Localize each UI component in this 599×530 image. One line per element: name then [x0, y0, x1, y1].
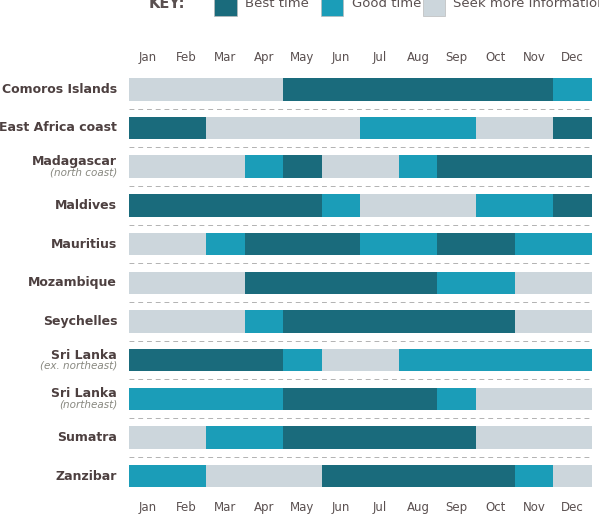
Text: Best time: Best time: [245, 0, 309, 11]
Bar: [244, 310, 283, 333]
Bar: [361, 117, 476, 139]
Text: Sri Lanka: Sri Lanka: [52, 349, 117, 361]
Text: Sumatra: Sumatra: [58, 431, 117, 444]
Bar: [437, 387, 476, 410]
Bar: [399, 349, 592, 372]
Bar: [399, 155, 437, 178]
Bar: [129, 233, 206, 255]
Bar: [283, 155, 322, 178]
Bar: [515, 465, 553, 488]
Bar: [361, 194, 476, 217]
Text: Mozambique: Mozambique: [28, 276, 117, 289]
Bar: [476, 426, 592, 449]
FancyBboxPatch shape: [214, 0, 237, 16]
Bar: [129, 117, 206, 139]
Bar: [206, 117, 361, 139]
Bar: [206, 233, 244, 255]
Bar: [283, 78, 553, 101]
Bar: [553, 78, 592, 101]
Bar: [515, 271, 592, 294]
Bar: [129, 310, 244, 333]
Text: Seek more information: Seek more information: [453, 0, 599, 11]
Text: Maldives: Maldives: [55, 199, 117, 212]
Bar: [129, 271, 244, 294]
Bar: [206, 426, 283, 449]
Bar: [206, 465, 322, 488]
Bar: [129, 155, 244, 178]
Bar: [476, 387, 592, 410]
Bar: [553, 194, 592, 217]
Bar: [129, 78, 283, 101]
Text: KEY:: KEY:: [148, 0, 184, 12]
Bar: [437, 155, 592, 178]
Text: Mauritius: Mauritius: [51, 237, 117, 251]
Text: (ex. northeast): (ex. northeast): [40, 360, 117, 370]
Bar: [129, 387, 283, 410]
Bar: [553, 117, 592, 139]
Bar: [283, 349, 322, 372]
Bar: [361, 233, 437, 255]
Bar: [129, 426, 206, 449]
Bar: [322, 194, 360, 217]
Text: Comoros Islands: Comoros Islands: [2, 83, 117, 96]
FancyBboxPatch shape: [321, 0, 343, 16]
Bar: [283, 426, 476, 449]
Bar: [515, 310, 592, 333]
Bar: [553, 465, 592, 488]
Bar: [322, 349, 399, 372]
Text: Madagascar: Madagascar: [32, 155, 117, 168]
Text: Sri Lanka: Sri Lanka: [52, 387, 117, 400]
Bar: [244, 233, 361, 255]
Bar: [515, 233, 592, 255]
Text: Zanzibar: Zanzibar: [56, 470, 117, 483]
Text: East Africa coast: East Africa coast: [0, 121, 117, 135]
Text: Seychelles: Seychelles: [43, 315, 117, 328]
Bar: [129, 194, 322, 217]
Bar: [322, 465, 515, 488]
Text: (northeast): (northeast): [59, 399, 117, 409]
Bar: [283, 310, 515, 333]
Bar: [244, 155, 283, 178]
Bar: [283, 387, 437, 410]
Bar: [129, 465, 206, 488]
Bar: [322, 155, 399, 178]
Bar: [129, 349, 283, 372]
Text: Good time: Good time: [352, 0, 421, 11]
Text: (north coast): (north coast): [50, 167, 117, 177]
Bar: [437, 233, 515, 255]
Bar: [437, 271, 515, 294]
FancyBboxPatch shape: [423, 0, 445, 16]
Bar: [244, 271, 437, 294]
Bar: [476, 194, 553, 217]
Bar: [476, 117, 553, 139]
